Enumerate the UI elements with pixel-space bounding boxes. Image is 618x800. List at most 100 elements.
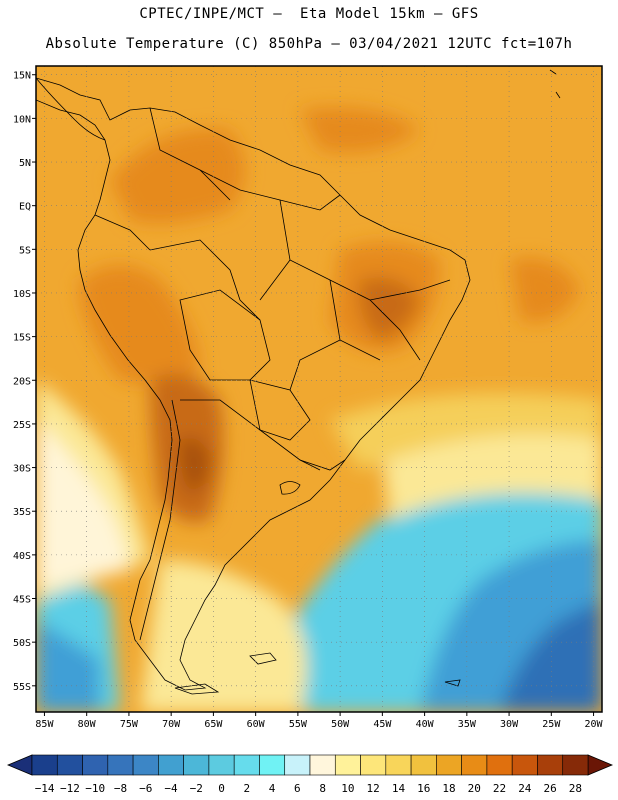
lat-tick-label: 30S: [13, 464, 31, 475]
coastlines: [36, 69, 561, 695]
colorbar-label: 8: [319, 782, 326, 795]
colorbar: −14 −12 −10 −8 −6 −4 −2 0 2 4 6 8 10 12 14 16 18 20 22 24 26…: [6, 754, 614, 795]
lat-tick-label: 10N: [13, 114, 31, 125]
central-america-isthmus: [36, 77, 106, 141]
colorbar-swatch: [334, 754, 361, 776]
colorbar-label: −6: [139, 782, 152, 795]
lat-tick-label: 55S: [13, 682, 31, 693]
colorbar-label: −14: [35, 782, 55, 795]
colorbar-label: 28: [569, 782, 582, 795]
colorbar-swatch: [31, 754, 58, 776]
colorbar-swatch: [511, 754, 538, 776]
caribbean-islands: [549, 69, 561, 99]
colorbar-swatch: [233, 754, 260, 776]
south-georgia: [444, 679, 461, 687]
lat-tick-label: 5S: [19, 245, 31, 256]
latitude-axis: 15N 10N 5N EQ 5S 10S 15S 20S 25S 30S 35S 40S 45S 50S 5…: [13, 71, 36, 693]
colorbar-swatch: [385, 754, 412, 776]
colorbar-label: 14: [392, 782, 406, 795]
colorbar-swatch: [82, 754, 109, 776]
colorbar-swatch: [158, 754, 184, 776]
colorbar-swatch: [537, 754, 564, 776]
lon-tick-label: 20W: [585, 719, 604, 730]
colorbar-swatch: [309, 754, 336, 776]
map-title-line1: CPTEC/INPE/MCT — Eta Model 15km — GFS: [139, 6, 479, 22]
lat-tick-label: 40S: [13, 551, 31, 562]
lon-tick-label: 35W: [458, 719, 477, 730]
lat-tick-label: 45S: [13, 595, 31, 606]
colorbar-label: −10: [85, 782, 105, 795]
colorbar-label: 22: [493, 782, 506, 795]
lon-tick-label: 55W: [289, 719, 308, 730]
colorbar-swatch: [132, 754, 159, 776]
lat-tick-label: 25S: [13, 420, 31, 431]
lagoon-outline: [279, 481, 301, 495]
colorbar-label: 24: [518, 782, 532, 795]
field-hot-andes-north: [110, 128, 245, 224]
lon-tick-label: 85W: [35, 719, 54, 730]
coastline-south-america: [36, 77, 471, 691]
lat-tick-label: 15S: [13, 333, 31, 344]
temperature-field: [36, 66, 602, 712]
border-paraguay: [249, 379, 311, 441]
lat-tick-label: 20S: [13, 376, 31, 387]
longitude-axis: 85W 80W 75W 70W 65W 60W 55W 50W 45W 40W 35W 30W 25W 2…: [35, 712, 604, 730]
colorbar-swatch: [360, 754, 387, 776]
lon-tick-label: 50W: [331, 719, 350, 730]
field-warm-north-atlantic: [300, 107, 420, 153]
colorbar-right-triangle: [587, 754, 614, 776]
colorbar-label: 4: [269, 782, 276, 795]
lon-tick-label: 80W: [78, 719, 97, 730]
border-brazil-states: [259, 199, 451, 391]
colorbar-label: −2: [190, 782, 203, 795]
lat-tick-label: 15N: [13, 71, 31, 82]
colorbar-label: −4: [164, 782, 178, 795]
falkland-islands: [249, 652, 277, 665]
lat-tick-label: EQ: [19, 202, 31, 213]
colorbar-swatch: [107, 754, 134, 776]
border-argentina-north: [180, 399, 321, 471]
colorbar-label: 16: [417, 782, 430, 795]
colorbar-label: 20: [468, 782, 481, 795]
lon-tick-label: 65W: [204, 719, 223, 730]
field-warm-atlantic: [330, 393, 602, 470]
colorbar-label: 12: [367, 782, 380, 795]
map-title-line2: Absolute Temperature (C) 850hPa — 03/04/…: [45, 36, 573, 52]
colorbar-label: 18: [442, 782, 455, 795]
colorbar-swatch: [461, 754, 488, 776]
border-peru-brazil: [149, 239, 261, 321]
colorbar-label: −8: [114, 782, 127, 795]
border-bolivia: [179, 289, 271, 381]
colorbar-swatch: [436, 754, 462, 776]
colorbar-swatch: [259, 754, 286, 776]
colorbar-left-triangle: [6, 754, 33, 776]
colorbar-label: 2: [244, 782, 251, 795]
field-extreme-argentina: [179, 437, 210, 495]
colorbar-label: 6: [294, 782, 301, 795]
tierra-del-fuego: [174, 683, 220, 695]
colorbar-swatch: [486, 754, 513, 776]
colorbar-swatch: [183, 754, 210, 776]
field-warm-east-atlantic: [510, 258, 580, 322]
border-chile-argentina: [139, 399, 181, 641]
lon-tick-label: 60W: [247, 719, 266, 730]
field-pale-south: [140, 560, 307, 712]
colorbar-swatch: [410, 754, 437, 776]
field-coldest-ocean: [500, 600, 602, 712]
colorbar-swatch: [56, 754, 83, 776]
lat-tick-label: 5N: [19, 158, 31, 169]
colorbar-label: 26: [543, 782, 556, 795]
lon-tick-label: 25W: [542, 719, 561, 730]
lon-tick-label: 30W: [500, 719, 519, 730]
lon-tick-label: 75W: [120, 719, 139, 730]
lat-tick-label: 50S: [13, 638, 31, 649]
colorbar-swatch: [562, 754, 589, 776]
colorbar-label: 0: [218, 782, 225, 795]
colorbar-swatch: [208, 754, 235, 776]
field-neutral-west: [36, 420, 130, 590]
field-colder-sw-ocean: [36, 620, 100, 712]
lon-tick-label: 70W: [162, 719, 181, 730]
map-frame: [35, 65, 603, 713]
border-colombia-venezuela: [149, 107, 231, 201]
